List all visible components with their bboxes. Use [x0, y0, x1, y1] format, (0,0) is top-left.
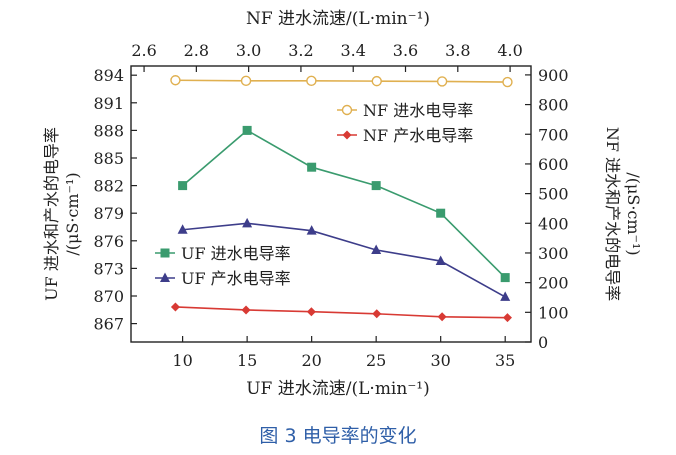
right-axis-tick-label: 600: [538, 155, 569, 174]
series-0-point: [170, 75, 181, 86]
top-axis-tick-label: 2.6: [131, 41, 156, 60]
series-2-point: [242, 125, 252, 135]
legend-label: UF 产水电导率: [181, 269, 291, 288]
top-axis-tick-label: 2.8: [184, 41, 209, 60]
top-axis-tick-label: 3.6: [393, 41, 418, 60]
legend-marker: [160, 248, 170, 258]
top-axis-label: NF 进水流速/(L·min⁻¹): [246, 9, 430, 29]
bottom-axis-tick-label: 20: [301, 351, 321, 370]
legend-label: UF 进水电导率: [181, 244, 291, 263]
series-line-0: [175, 79, 508, 83]
bottom-axis-tick-label: 35: [495, 351, 515, 370]
bottom-axis-tick-label: 15: [237, 351, 257, 370]
series-3-point: [306, 225, 317, 235]
right-axis-tick-label: 800: [538, 96, 569, 115]
series-1-point: [170, 302, 180, 312]
series-2-point: [371, 181, 381, 191]
series-0-point: [436, 76, 448, 87]
series-1-point: [306, 307, 316, 317]
left-axis-tick-label: 876: [93, 232, 124, 251]
left-axis-label-line2: /(μS·cm⁻¹): [63, 172, 82, 255]
plot-layer: 10 15 20 25 30 35 2.6 2.8 3.0 3.2 3.4 3.6 3.8 4.0 867 8…: [93, 41, 568, 370]
series-1-point: [372, 309, 382, 319]
right-axis-tick-label: 200: [538, 274, 569, 293]
series-0-point: [240, 75, 252, 87]
series-3-point: [435, 255, 446, 266]
legend-label: NF 进水电导率: [363, 101, 473, 120]
right-axis-tick-label: 700: [538, 125, 569, 144]
top-axis-tick-label: 3.4: [340, 41, 365, 60]
right-axis-tick-label: 100: [538, 303, 569, 322]
left-axis-tick-label: 873: [93, 259, 124, 278]
series-1-point: [241, 305, 251, 315]
legend-marker: [342, 130, 352, 140]
bottom-axis-tick-label: 30: [430, 351, 450, 370]
left-axis-tick-label: 870: [93, 287, 124, 306]
series-2-point: [178, 181, 188, 191]
legend-marker: [341, 104, 353, 116]
top-axis-tick-label: 4.0: [497, 41, 522, 60]
legend-label: NF 产水电导率: [363, 126, 473, 145]
series-3-point: [177, 224, 188, 234]
left-axis-tick-label: 879: [93, 204, 124, 223]
bottom-axis-tick-label: 10: [172, 351, 192, 370]
left-axis-tick-label: 885: [93, 149, 124, 168]
left-axis-tick-label: 888: [93, 121, 124, 140]
left-axis-tick-label: 894: [93, 66, 124, 85]
top-axis-tick-label: 3.0: [236, 41, 261, 60]
legend-marker: [160, 272, 170, 282]
series-3-point: [242, 217, 253, 228]
plot-frame: [130, 65, 532, 343]
bottom-axis-tick-label: 25: [366, 351, 386, 370]
series-3-point: [371, 244, 382, 254]
right-axis-tick-label: 0: [538, 333, 548, 352]
left-axis-label-line1: UF 进水和产水的电导率: [42, 127, 61, 301]
series-0-point: [502, 76, 513, 88]
series-1-point: [437, 312, 447, 322]
series-2-point: [307, 162, 317, 172]
left-axis-tick-label: 891: [93, 94, 124, 113]
right-axis-label-line2: /(μS·cm⁻¹): [624, 172, 643, 255]
series-0-point: [306, 75, 317, 87]
top-axis-tick-label: 3.2: [288, 41, 313, 60]
right-axis-tick-label: 300: [538, 244, 569, 263]
right-axis-tick-label: 500: [538, 185, 569, 204]
left-axis-tick-label: 882: [93, 177, 124, 196]
series-1-point: [502, 313, 512, 323]
series-0-point: [371, 75, 382, 87]
right-axis-tick-label: 900: [538, 66, 569, 85]
series-2-point: [436, 208, 446, 218]
left-axis-tick-label: 867: [93, 315, 124, 334]
series-line-3: [182, 222, 506, 298]
bottom-axis-label: UF 进水流速/(L·min⁻¹): [246, 379, 430, 399]
series-line-2: [182, 129, 506, 279]
right-axis-label-line1: NF 进水和产水的电导率: [603, 127, 622, 301]
series-2-point: [500, 273, 510, 283]
series-3-point: [500, 291, 511, 301]
top-axis-tick-label: 3.8: [445, 41, 470, 60]
figure-caption: 图 3 电导率的变化: [259, 425, 416, 447]
series-line-1: [175, 306, 508, 319]
right-axis-tick-label: 400: [538, 214, 569, 233]
